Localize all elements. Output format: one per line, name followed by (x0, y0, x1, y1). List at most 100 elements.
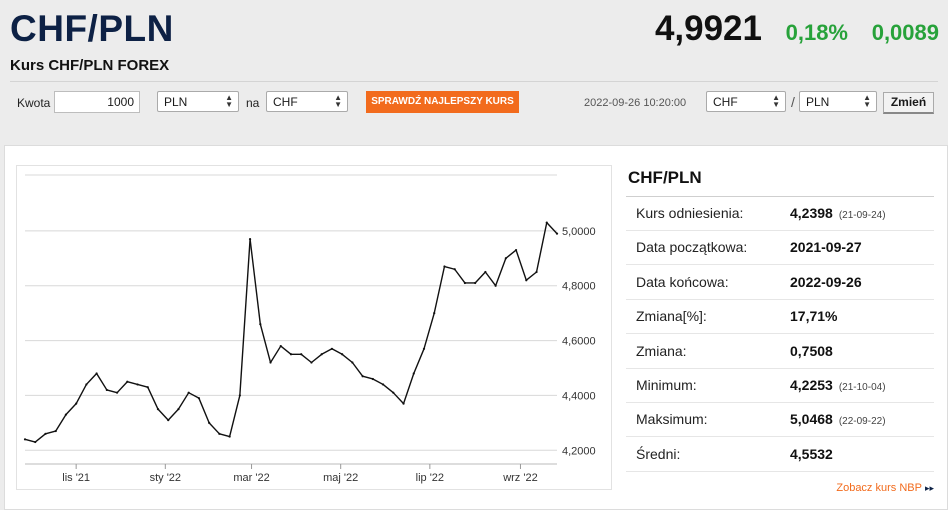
x-tick-label: mar '22 (233, 472, 269, 484)
price-line-segment (24, 438, 36, 443)
data-point (463, 281, 467, 285)
stats-title: CHF/PLN (628, 168, 702, 187)
data-point (146, 386, 149, 389)
stats-value-number: 2022-09-26 (790, 273, 862, 290)
double-arrow-icon: ▸▸ (924, 483, 934, 493)
price-line-segment (320, 348, 333, 355)
price-line-segment (413, 348, 425, 375)
pair-base-value: CHF (713, 95, 738, 109)
price-line-segment (65, 402, 77, 416)
stats-value-number: 5,0468 (790, 411, 833, 428)
price-line-segment (249, 238, 262, 325)
stats-value: 2021-09-27 (790, 239, 862, 255)
price-line-segment (269, 345, 282, 364)
price-line-segment (341, 353, 354, 364)
amount-label: Kwota (17, 96, 51, 110)
data-point (422, 347, 426, 350)
price-line-segment (228, 394, 241, 438)
data-point (64, 413, 68, 416)
pair-base-select[interactable]: CHF ▲ ▼ (706, 91, 786, 112)
nbp-rate-link[interactable]: Zobacz kurs NBP ▸▸ (836, 482, 934, 494)
x-tick-label: maj '22 (323, 472, 358, 484)
data-point (525, 279, 528, 282)
data-point (208, 421, 211, 424)
data-point (197, 397, 201, 400)
updown-arrow-icon: ▲ ▼ (225, 93, 233, 109)
price-line-segment (402, 372, 415, 405)
data-point (136, 383, 139, 386)
data-point (54, 429, 57, 433)
price-line-segment (433, 265, 446, 314)
data-point (443, 265, 446, 268)
stats-label: Zmiana: (636, 342, 687, 359)
stats-value: 2022-09-26 (790, 274, 862, 290)
stats-row: Minimum: 4,2253 (21-10-04) (626, 369, 934, 403)
price-line-segment (54, 413, 67, 432)
price-line-segment (177, 391, 190, 410)
price-line-segment (239, 238, 251, 397)
data-point (177, 408, 180, 411)
price-line-segment (157, 408, 169, 421)
to-currency-select[interactable]: CHF ▲ ▼ (266, 91, 348, 112)
stats-value-number: 4,2398 (790, 205, 833, 221)
stats-value-number: 4,5532 (790, 445, 833, 462)
data-point (320, 353, 323, 356)
stats-label: Zmiana[%]: (636, 308, 707, 325)
data-point (269, 361, 272, 364)
price-line-segment (208, 422, 221, 435)
change-pair-button[interactable]: Zmień (883, 92, 934, 114)
price-line-segment (423, 312, 435, 350)
x-tick-label: sty '22 (150, 472, 181, 484)
price-line-segment (147, 386, 159, 410)
price-line-segment (167, 408, 180, 421)
stats-row: Zmiana: 0,7508 (626, 335, 934, 369)
price-chart[interactable]: 4,2000 4,4000 4,6000 4,8000 5,0000 lis '21 sty… (16, 165, 612, 490)
price-line-segment (136, 383, 149, 388)
header: CHF/PLN Kurs CHF/PLN FOREX 4,9921 0,18% … (0, 0, 948, 124)
amount-input[interactable]: 1000 (54, 91, 140, 113)
price-line-segment (361, 375, 374, 380)
data-point (514, 248, 518, 252)
stats-value-number: 17,71% (790, 308, 838, 325)
price-line-segment (280, 345, 292, 355)
check-best-rate-button[interactable]: SPRAWDŹ NAJLEPSZY KURS (366, 91, 519, 113)
data-point (248, 237, 252, 241)
stats-value: 4,2398 (21-09-24) (790, 205, 886, 221)
data-point (361, 375, 364, 378)
price-line-segment (85, 372, 98, 386)
data-point (535, 270, 538, 274)
data-point (381, 383, 385, 386)
x-tick-label: lip '22 (416, 472, 444, 484)
price-line-segment (474, 271, 487, 284)
data-point (453, 268, 456, 271)
price-line-segment (443, 265, 456, 270)
data-point (218, 432, 221, 435)
price-line-segment (392, 391, 405, 405)
y-tick-label: 5,0000 (562, 226, 596, 238)
stats-value: 5,0468 (22-09-22) (790, 411, 886, 427)
y-tick-label: 4,4000 (562, 390, 596, 402)
price-line-segment (525, 271, 538, 281)
stats-row: Maksimum: 5,0468 (22-09-22) (626, 403, 934, 438)
data-point (504, 257, 507, 260)
from-currency-value: PLN (164, 95, 188, 109)
price-line-segment (351, 361, 364, 377)
stats-row: Średni: 4,5532 (626, 438, 934, 472)
price-line-segment (259, 323, 272, 364)
data-point (484, 270, 487, 274)
updown-arrow-icon: ▲ ▼ (772, 93, 780, 109)
updown-arrow-icon: ▲ ▼ (334, 93, 342, 109)
price-line-segment (546, 221, 558, 235)
data-point (156, 408, 160, 411)
updown-arrow-icon: ▲ ▼ (863, 93, 871, 109)
pair-quote-select[interactable]: PLN ▲ ▼ (799, 91, 877, 112)
data-point (341, 353, 344, 356)
stats-value-number: 0,7508 (790, 342, 833, 359)
x-tick-label: wrz '22 (502, 472, 538, 484)
y-tick-label: 4,2000 (562, 445, 596, 457)
price-line-segment (494, 257, 507, 287)
stats-row: Data początkowa: 2021-09-27 (626, 231, 934, 266)
price-line-segment (535, 221, 548, 273)
from-currency-select[interactable]: PLN ▲ ▼ (157, 91, 239, 112)
data-point (34, 440, 37, 444)
